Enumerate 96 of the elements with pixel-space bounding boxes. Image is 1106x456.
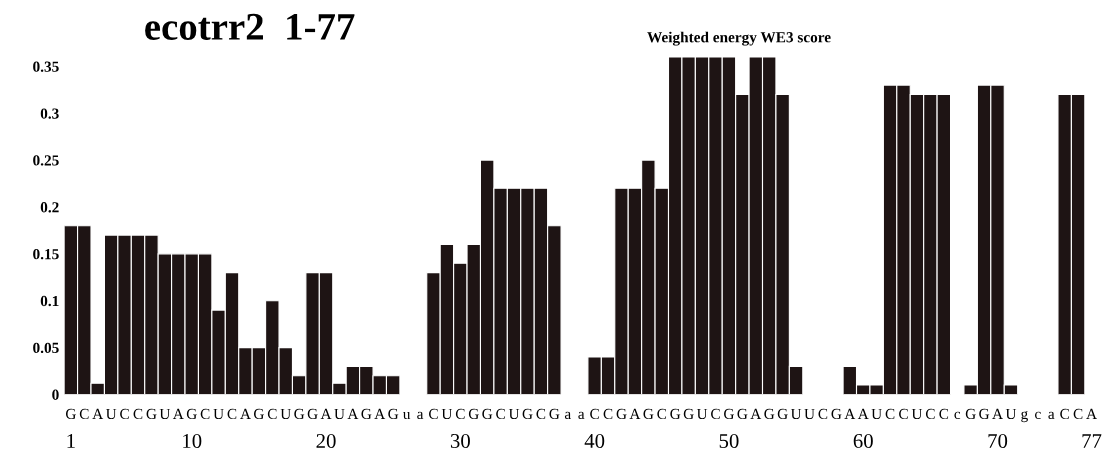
x-tick-label: c	[1035, 411, 1041, 420]
x-tick-label: A	[320, 408, 332, 419]
x-tick-label: A	[172, 408, 184, 419]
x-tick-label: U	[441, 408, 453, 420]
x-tick-label: U	[790, 408, 802, 420]
x-tick-label: a	[1048, 411, 1055, 420]
x-tick-label: A	[92, 408, 104, 419]
x2-tick-label: 50	[719, 433, 739, 448]
x-tick-label: C	[79, 408, 89, 420]
x-tick-label: G	[979, 408, 990, 420]
x-tick-label: C	[939, 408, 949, 420]
x-tick-label: A	[240, 408, 251, 419]
x-tick-label: G	[186, 408, 197, 420]
x-tick-label: G	[764, 408, 775, 420]
x2-tick-label: 60	[853, 433, 873, 448]
y-tick-label: 0.1	[40, 295, 59, 307]
x-tick-label: G	[294, 408, 305, 420]
y-tick-label: 0.05	[33, 342, 59, 354]
y-tick-label: 0.35	[33, 61, 59, 72]
x-tick-label: G	[307, 408, 318, 420]
x-tick-label: C	[227, 408, 237, 420]
y-tick-label: 0.25	[33, 155, 59, 166]
x-tick-label: C	[496, 408, 505, 420]
x-tick-label: U	[804, 408, 815, 420]
x-tick-label: g	[1021, 411, 1028, 423]
x-tick-label: C	[925, 408, 935, 420]
x-tick-label: G	[643, 408, 654, 420]
x-tick-label: G	[522, 408, 533, 420]
x-tick-label: C	[536, 408, 546, 420]
x2-tick-label: 1	[67, 434, 75, 448]
x-tick-label: G	[831, 408, 842, 420]
x-tick-label: G	[965, 408, 976, 420]
x-tick-label: G	[549, 408, 560, 420]
x-tick-label: A	[1086, 408, 1097, 419]
x-tick-label: G	[65, 408, 76, 420]
x-tick-label: C	[1073, 408, 1083, 420]
x-tick-label: u	[402, 411, 411, 420]
x-tick-label: a	[564, 411, 571, 420]
x2-tick-label: 20	[316, 433, 336, 448]
chart-title: ecotrr2 1-77	[145, 13, 355, 40]
y-tick-label: 0.3	[40, 108, 59, 119]
x-tick-label: C	[711, 408, 720, 420]
x-tick-label: U	[871, 408, 882, 420]
x-tick-label: G	[361, 408, 372, 420]
x-tick-label: A	[857, 408, 869, 419]
x-tick-label: G	[683, 408, 694, 420]
y-tick-label: 0	[52, 389, 59, 400]
x-tick-label: a	[578, 411, 585, 420]
x-tick-label: C	[455, 408, 465, 420]
x-tick-label: c	[954, 411, 961, 420]
x-tick-label: C	[603, 408, 613, 420]
x-tick-label: C	[885, 408, 895, 420]
x-tick-label: U	[280, 408, 291, 420]
x-tick-label: C	[133, 408, 143, 420]
x-tick-label: U	[696, 408, 708, 420]
x2-tick-label: 10	[183, 433, 202, 448]
x-tick-label: G	[468, 408, 479, 420]
x-tick-label: U	[508, 408, 520, 420]
x-tick-label: A	[992, 408, 1003, 419]
x-tick-label: C	[818, 408, 828, 420]
x-tick-label: G	[146, 408, 157, 420]
x-tick-label: C	[657, 408, 667, 420]
x-tick-label: A	[629, 408, 641, 419]
x-tick-label: C	[120, 408, 129, 420]
x-tick-label: G	[670, 408, 681, 420]
x-tick-label: G	[253, 408, 264, 420]
x-tick-label: G	[737, 408, 748, 420]
x-tick-label: U	[213, 408, 224, 420]
x-tick-label: U	[911, 408, 923, 420]
x-tick-label: C	[590, 408, 599, 420]
chart-subtitle: Weighted energy WE3 score	[647, 31, 831, 46]
x-tick-label: U	[334, 408, 345, 420]
x-tick-label: G	[724, 408, 734, 420]
x-tick-label: A	[844, 408, 856, 419]
x2-tick-label: 77	[1082, 434, 1102, 448]
x-tick-label: C	[429, 408, 438, 420]
x-tick-label: C	[1060, 408, 1069, 420]
x2-tick-label: 40	[584, 433, 605, 448]
x-tick-label: A	[374, 408, 386, 419]
x2-tick-label: 30	[450, 433, 470, 448]
x-tick-label: a	[417, 411, 424, 420]
y-tick-label: 0.2	[40, 202, 59, 213]
x-tick-label: G	[388, 408, 399, 420]
x-tick-label: G	[777, 408, 788, 420]
x-tick-label: A	[750, 408, 762, 419]
x-tick-label: U	[1005, 408, 1017, 420]
x-tick-label: C	[899, 408, 908, 420]
x-tick-label: U	[105, 408, 117, 420]
x-tick-label: G	[616, 408, 627, 420]
x2-tick-label: 70	[988, 433, 1008, 448]
x-tick-label: C	[267, 408, 277, 420]
x-tick-label: A	[347, 408, 359, 419]
x-tick-label: C	[200, 408, 210, 420]
x-tick-label: U	[159, 408, 171, 420]
y-tick-label: 0.15	[33, 248, 59, 260]
x-tick-label: G	[482, 408, 493, 420]
